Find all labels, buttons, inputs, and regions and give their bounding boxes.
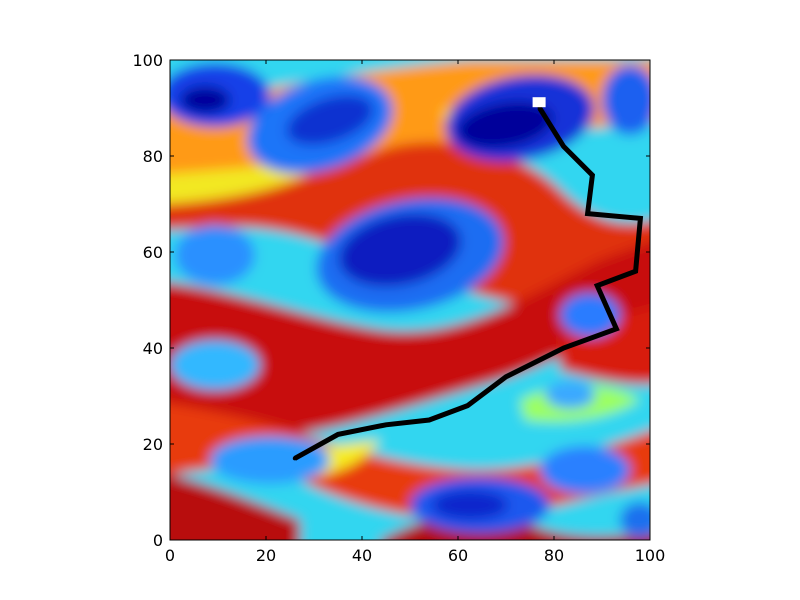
path-vertex: [590, 173, 595, 178]
path-vertex: [336, 432, 340, 437]
heatmap-field: [170, 60, 650, 540]
x-tick-label: 40: [352, 546, 372, 565]
x-tick-label: 80: [544, 546, 564, 565]
path-vertex: [292, 456, 297, 461]
path-vertex: [427, 418, 432, 422]
path-vertex: [633, 269, 638, 274]
y-tick-label: 80: [143, 147, 163, 166]
x-tick-label: 60: [448, 546, 468, 565]
x-tick-label: 100: [635, 546, 666, 565]
path-vertex: [504, 374, 508, 379]
y-tick-label: 0: [153, 531, 163, 550]
path-vertex: [614, 326, 619, 331]
path-vertex: [561, 144, 566, 149]
y-tick-label: 40: [143, 339, 163, 358]
y-tick-label: 60: [143, 243, 163, 262]
plot-frame: [169, 59, 651, 541]
y-tick-label: 20: [143, 435, 163, 454]
path-vertex: [384, 422, 388, 427]
x-tick-label: 0: [165, 546, 175, 565]
start-marker: [532, 97, 546, 108]
x-tick-label: 20: [256, 546, 276, 565]
path-vertex: [585, 211, 590, 216]
y-tick-label: 100: [132, 51, 163, 70]
path-vertex: [595, 283, 600, 288]
path-vertex: [561, 346, 566, 350]
path-vertex: [638, 216, 643, 221]
path-vertex: [465, 403, 470, 408]
